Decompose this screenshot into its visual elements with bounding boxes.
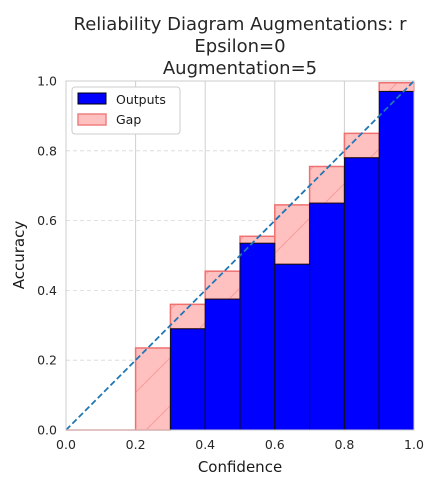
x-tick-labels: 0.0 0.2 0.4 0.6 0.8 1.0: [56, 437, 424, 452]
legend-label-outputs: Outputs: [116, 92, 166, 107]
gap-hatch: [205, 271, 240, 300]
y-tick-label: 0.0: [37, 423, 57, 438]
output-bar: [274, 263, 311, 431]
gap-bars: [66, 81, 415, 431]
gap-hatch: [379, 82, 414, 92]
y-tick-label: 0.8: [37, 143, 57, 158]
title-line-2: Epsilon=0: [194, 36, 285, 57]
title-line-3: Augmentation=5: [163, 58, 317, 79]
output-bar: [343, 157, 380, 431]
gap-hatch: [344, 133, 380, 158]
gap-hatch: [135, 347, 171, 430]
legend-label-gap: Gap: [116, 112, 141, 127]
output-bar: [204, 298, 241, 431]
legend: Outputs Gap: [71, 86, 181, 135]
gap-hatch: [274, 204, 310, 265]
x-tick-label: 0.2: [126, 437, 146, 452]
y-axis-label: Accuracy: [10, 221, 28, 290]
legend-swatch-gap: [77, 113, 107, 126]
gap-hatch: [240, 236, 275, 244]
y-tick-label: 0.6: [37, 213, 57, 228]
title-line-1: Reliability Diagram Augmentations: r: [74, 14, 408, 35]
chart-title: Reliability Diagram Augmentations: r Eps…: [74, 14, 408, 79]
x-axis-label: Confidence: [198, 458, 282, 476]
plot-border: [65, 80, 415, 431]
output-bar: [169, 328, 206, 431]
x-tick-label: 1.0: [404, 437, 424, 452]
x-tick-label: 0.8: [334, 437, 354, 452]
x-tick-label: 0.4: [195, 437, 215, 452]
plot-frame: [65, 80, 415, 431]
x-tick-label: 0.0: [56, 437, 76, 452]
perfect-calibration-line: [65, 80, 415, 431]
y-tick-labels: 0.0 0.2 0.4 0.6 0.8 1.0: [37, 74, 57, 438]
gap-hatch: [309, 166, 345, 204]
legend-swatch-outputs: [77, 92, 107, 105]
output-bars: [169, 90, 415, 431]
y-tick-label: 0.4: [37, 283, 57, 298]
x-tick-label: 0.6: [265, 437, 285, 452]
diagonal-reference: [65, 80, 415, 431]
output-bar: [378, 90, 415, 431]
output-bar: [239, 242, 276, 431]
output-bar: [309, 202, 345, 431]
y-tick-label: 0.2: [37, 353, 57, 368]
y-tick-label: 1.0: [37, 74, 57, 89]
